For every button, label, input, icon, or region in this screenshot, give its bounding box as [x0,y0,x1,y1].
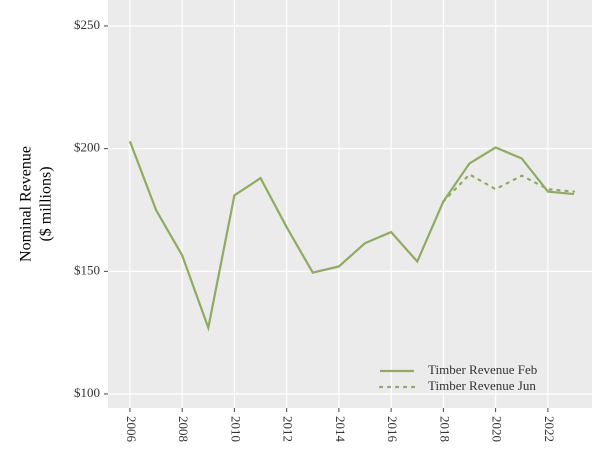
y-tick-label: $150 [74,262,100,277]
x-tick-label: 2016 [385,416,400,443]
x-tick-label: 2020 [490,416,505,442]
x-tick-label: 2006 [124,416,139,443]
y-tick-label: $200 [74,140,100,155]
x-tick-label: 2012 [281,416,296,442]
x-tick-label: 2010 [228,416,243,442]
x-tick-label: 2018 [437,416,452,442]
x-tick-label: 2022 [542,416,557,442]
legend-label: Timber Revenue Feb [428,362,537,377]
plot-background [108,0,592,408]
legend-label: Timber Revenue Jun [428,378,536,393]
series-line [442,173,576,203]
y-tick-label: $250 [74,17,100,32]
y-axis-title-line: Nominal Revenue [18,146,35,262]
y-axis-title-line: ($ millions) [38,166,55,241]
x-tick-label: 2014 [333,416,348,443]
x-tick-label: 2008 [176,416,191,442]
y-axis-title: Nominal Revenue ($ millions) [18,146,55,262]
series-line [128,140,575,332]
y-tick-label: $100 [74,385,100,400]
